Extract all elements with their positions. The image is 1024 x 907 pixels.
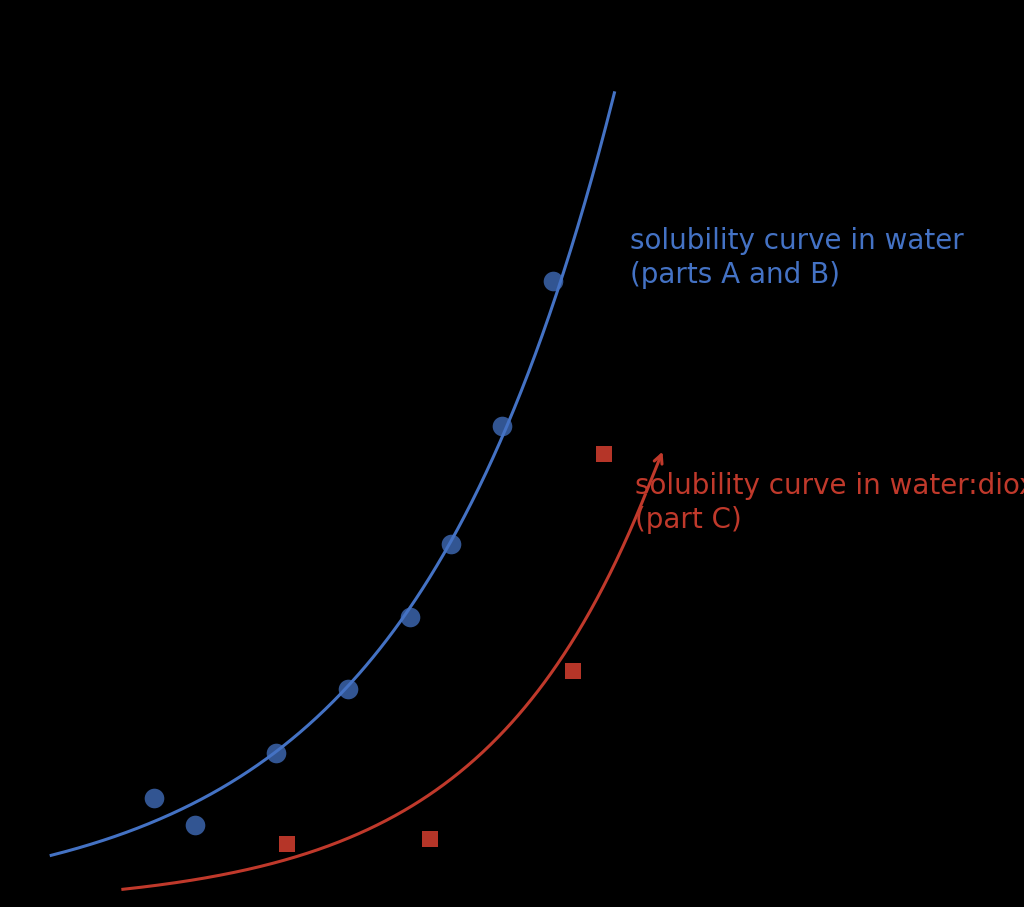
Text: solubility curve in water
(parts A and B): solubility curve in water (parts A and B… <box>630 227 964 289</box>
Point <box>186 818 203 833</box>
Point <box>401 610 418 624</box>
Point <box>279 836 295 851</box>
Point <box>545 274 561 288</box>
Point <box>442 537 459 551</box>
Point <box>596 446 612 461</box>
Point <box>145 791 162 805</box>
Point <box>494 419 510 434</box>
Point <box>565 664 582 678</box>
Point <box>268 746 285 760</box>
Text: solubility curve in water:dioxane
(part C): solubility curve in water:dioxane (part … <box>635 472 1024 534</box>
Point <box>340 682 356 697</box>
Point <box>422 832 438 846</box>
